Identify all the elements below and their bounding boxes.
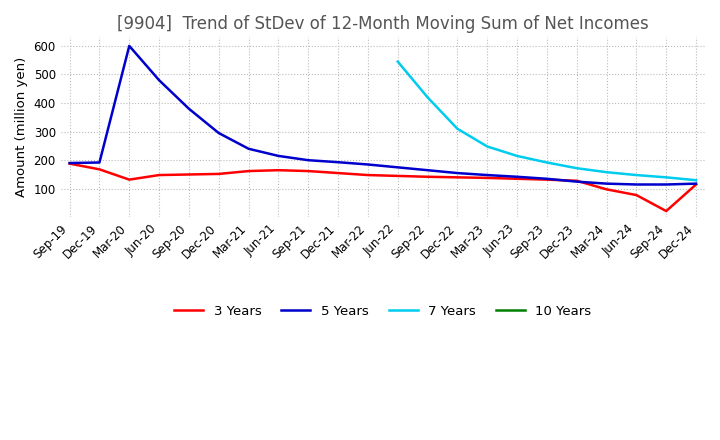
3 Years [215, 171, 223, 176]
5 Years [274, 153, 283, 158]
5 Years [543, 176, 552, 181]
5 Years [66, 161, 74, 166]
5 Years [453, 170, 462, 176]
3 Years [662, 209, 670, 214]
5 Years [155, 77, 163, 83]
3 Years [543, 177, 552, 182]
7 Years [423, 95, 432, 100]
Line: 7 Years: 7 Years [397, 62, 696, 180]
3 Years [304, 169, 312, 174]
5 Years [423, 168, 432, 173]
5 Years [304, 158, 312, 163]
Y-axis label: Amount (million yen): Amount (million yen) [15, 57, 28, 198]
3 Years [513, 176, 521, 181]
3 Years [184, 172, 193, 177]
3 Years [155, 172, 163, 178]
7 Years [572, 165, 581, 171]
7 Years [692, 178, 701, 183]
5 Years [215, 130, 223, 136]
7 Years [543, 160, 552, 165]
7 Years [483, 144, 492, 149]
5 Years [662, 182, 670, 187]
Title: [9904]  Trend of StDev of 12-Month Moving Sum of Net Incomes: [9904] Trend of StDev of 12-Month Moving… [117, 15, 649, 33]
Line: 3 Years: 3 Years [70, 164, 696, 211]
7 Years [602, 169, 611, 175]
3 Years [125, 177, 134, 182]
3 Years [572, 178, 581, 183]
7 Years [632, 172, 641, 178]
Legend: 3 Years, 5 Years, 7 Years, 10 Years: 3 Years, 5 Years, 7 Years, 10 Years [169, 300, 597, 323]
3 Years [453, 175, 462, 180]
7 Years [453, 126, 462, 132]
5 Years [393, 165, 402, 170]
5 Years [244, 146, 253, 151]
5 Years [602, 181, 611, 186]
3 Years [274, 168, 283, 173]
3 Years [66, 161, 74, 166]
5 Years [95, 160, 104, 165]
5 Years [184, 106, 193, 111]
3 Years [244, 169, 253, 174]
5 Years [334, 160, 343, 165]
3 Years [483, 175, 492, 180]
Line: 5 Years: 5 Years [70, 46, 696, 184]
5 Years [632, 182, 641, 187]
5 Years [125, 43, 134, 48]
5 Years [572, 179, 581, 184]
3 Years [393, 173, 402, 179]
7 Years [662, 175, 670, 180]
7 Years [513, 153, 521, 158]
5 Years [692, 181, 701, 186]
5 Years [483, 172, 492, 178]
7 Years [393, 59, 402, 64]
3 Years [602, 187, 611, 192]
3 Years [95, 167, 104, 172]
3 Years [423, 174, 432, 180]
5 Years [513, 174, 521, 180]
3 Years [334, 170, 343, 176]
3 Years [692, 182, 701, 187]
5 Years [364, 162, 372, 167]
3 Years [364, 172, 372, 178]
3 Years [632, 192, 641, 198]
